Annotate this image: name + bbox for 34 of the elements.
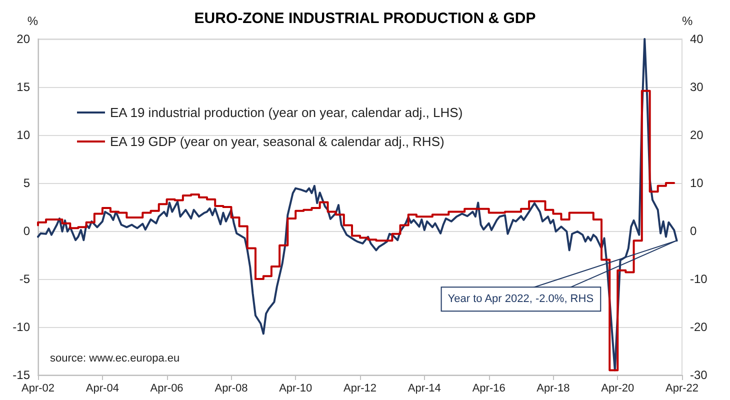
y-tick-label: 5 — [23, 176, 30, 190]
legend-label: EA 19 GDP (year on year, seasonal & calendar adj., RHS) — [110, 134, 444, 149]
x-tick-label: Apr-12 — [344, 382, 377, 394]
y-tick-label: -15 — [12, 368, 30, 382]
y-tick-label: 20 — [16, 32, 30, 46]
x-tick-label: Apr-06 — [150, 382, 184, 394]
annotation: source: www.ec.europa.eu — [50, 352, 180, 364]
x-tick-label: Apr-14 — [408, 382, 441, 394]
annotation: Year to Apr 2022, -2.0%, RHS — [448, 293, 594, 306]
y2-axis-title: % — [682, 14, 693, 28]
x-tick-label: Apr-18 — [536, 382, 570, 394]
y2-tick-label: 20 — [690, 128, 704, 142]
legend-label: EA 19 industrial production (year on year, calendar adj., LHS) — [110, 105, 463, 120]
y2-tick-label: 10 — [690, 176, 704, 190]
y2-tick-label: -10 — [690, 272, 708, 286]
y-tick-label: -10 — [12, 320, 30, 334]
x-tick-label: Apr-04 — [86, 382, 119, 394]
y-tick-label: -5 — [19, 272, 30, 286]
y2-tick-label: 30 — [690, 80, 704, 94]
y-tick-label: 0 — [23, 224, 30, 238]
y-tick-label: 10 — [16, 128, 30, 142]
x-tick-label: Apr-16 — [472, 382, 506, 394]
x-tick-label: Apr-22 — [665, 382, 699, 394]
chart-title: EURO-ZONE INDUSTRIAL PRODUCTION & GDP — [194, 10, 536, 27]
y2-tick-label: 0 — [690, 224, 697, 238]
y2-tick-label: -20 — [690, 320, 708, 334]
y2-tick-label: -30 — [690, 368, 708, 382]
y-axis-title: % — [27, 14, 38, 28]
x-tick-label: Apr-20 — [601, 382, 634, 394]
x-tick-label: Apr-08 — [214, 382, 248, 394]
y2-tick-label: 40 — [690, 32, 704, 46]
x-tick-label: Apr-02 — [21, 382, 55, 394]
y-tick-label: 15 — [16, 80, 30, 94]
x-tick-label: Apr-10 — [279, 382, 312, 394]
